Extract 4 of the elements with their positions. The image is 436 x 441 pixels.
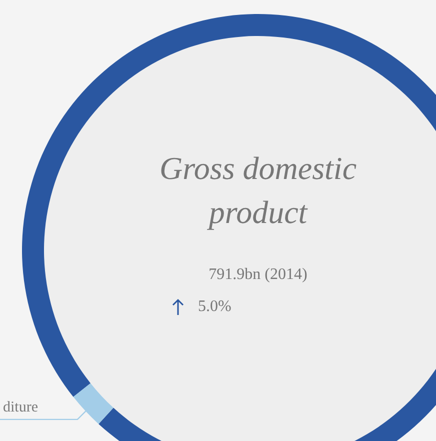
slice-label: diture	[3, 399, 38, 416]
text: 5.0%	[198, 298, 232, 316]
text: Gross domestic product	[158, 149, 358, 232]
text: 791.9bn (2014)	[208, 266, 308, 284]
